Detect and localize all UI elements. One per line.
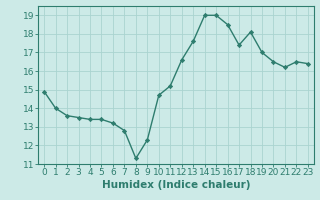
X-axis label: Humidex (Indice chaleur): Humidex (Indice chaleur) — [102, 180, 250, 190]
